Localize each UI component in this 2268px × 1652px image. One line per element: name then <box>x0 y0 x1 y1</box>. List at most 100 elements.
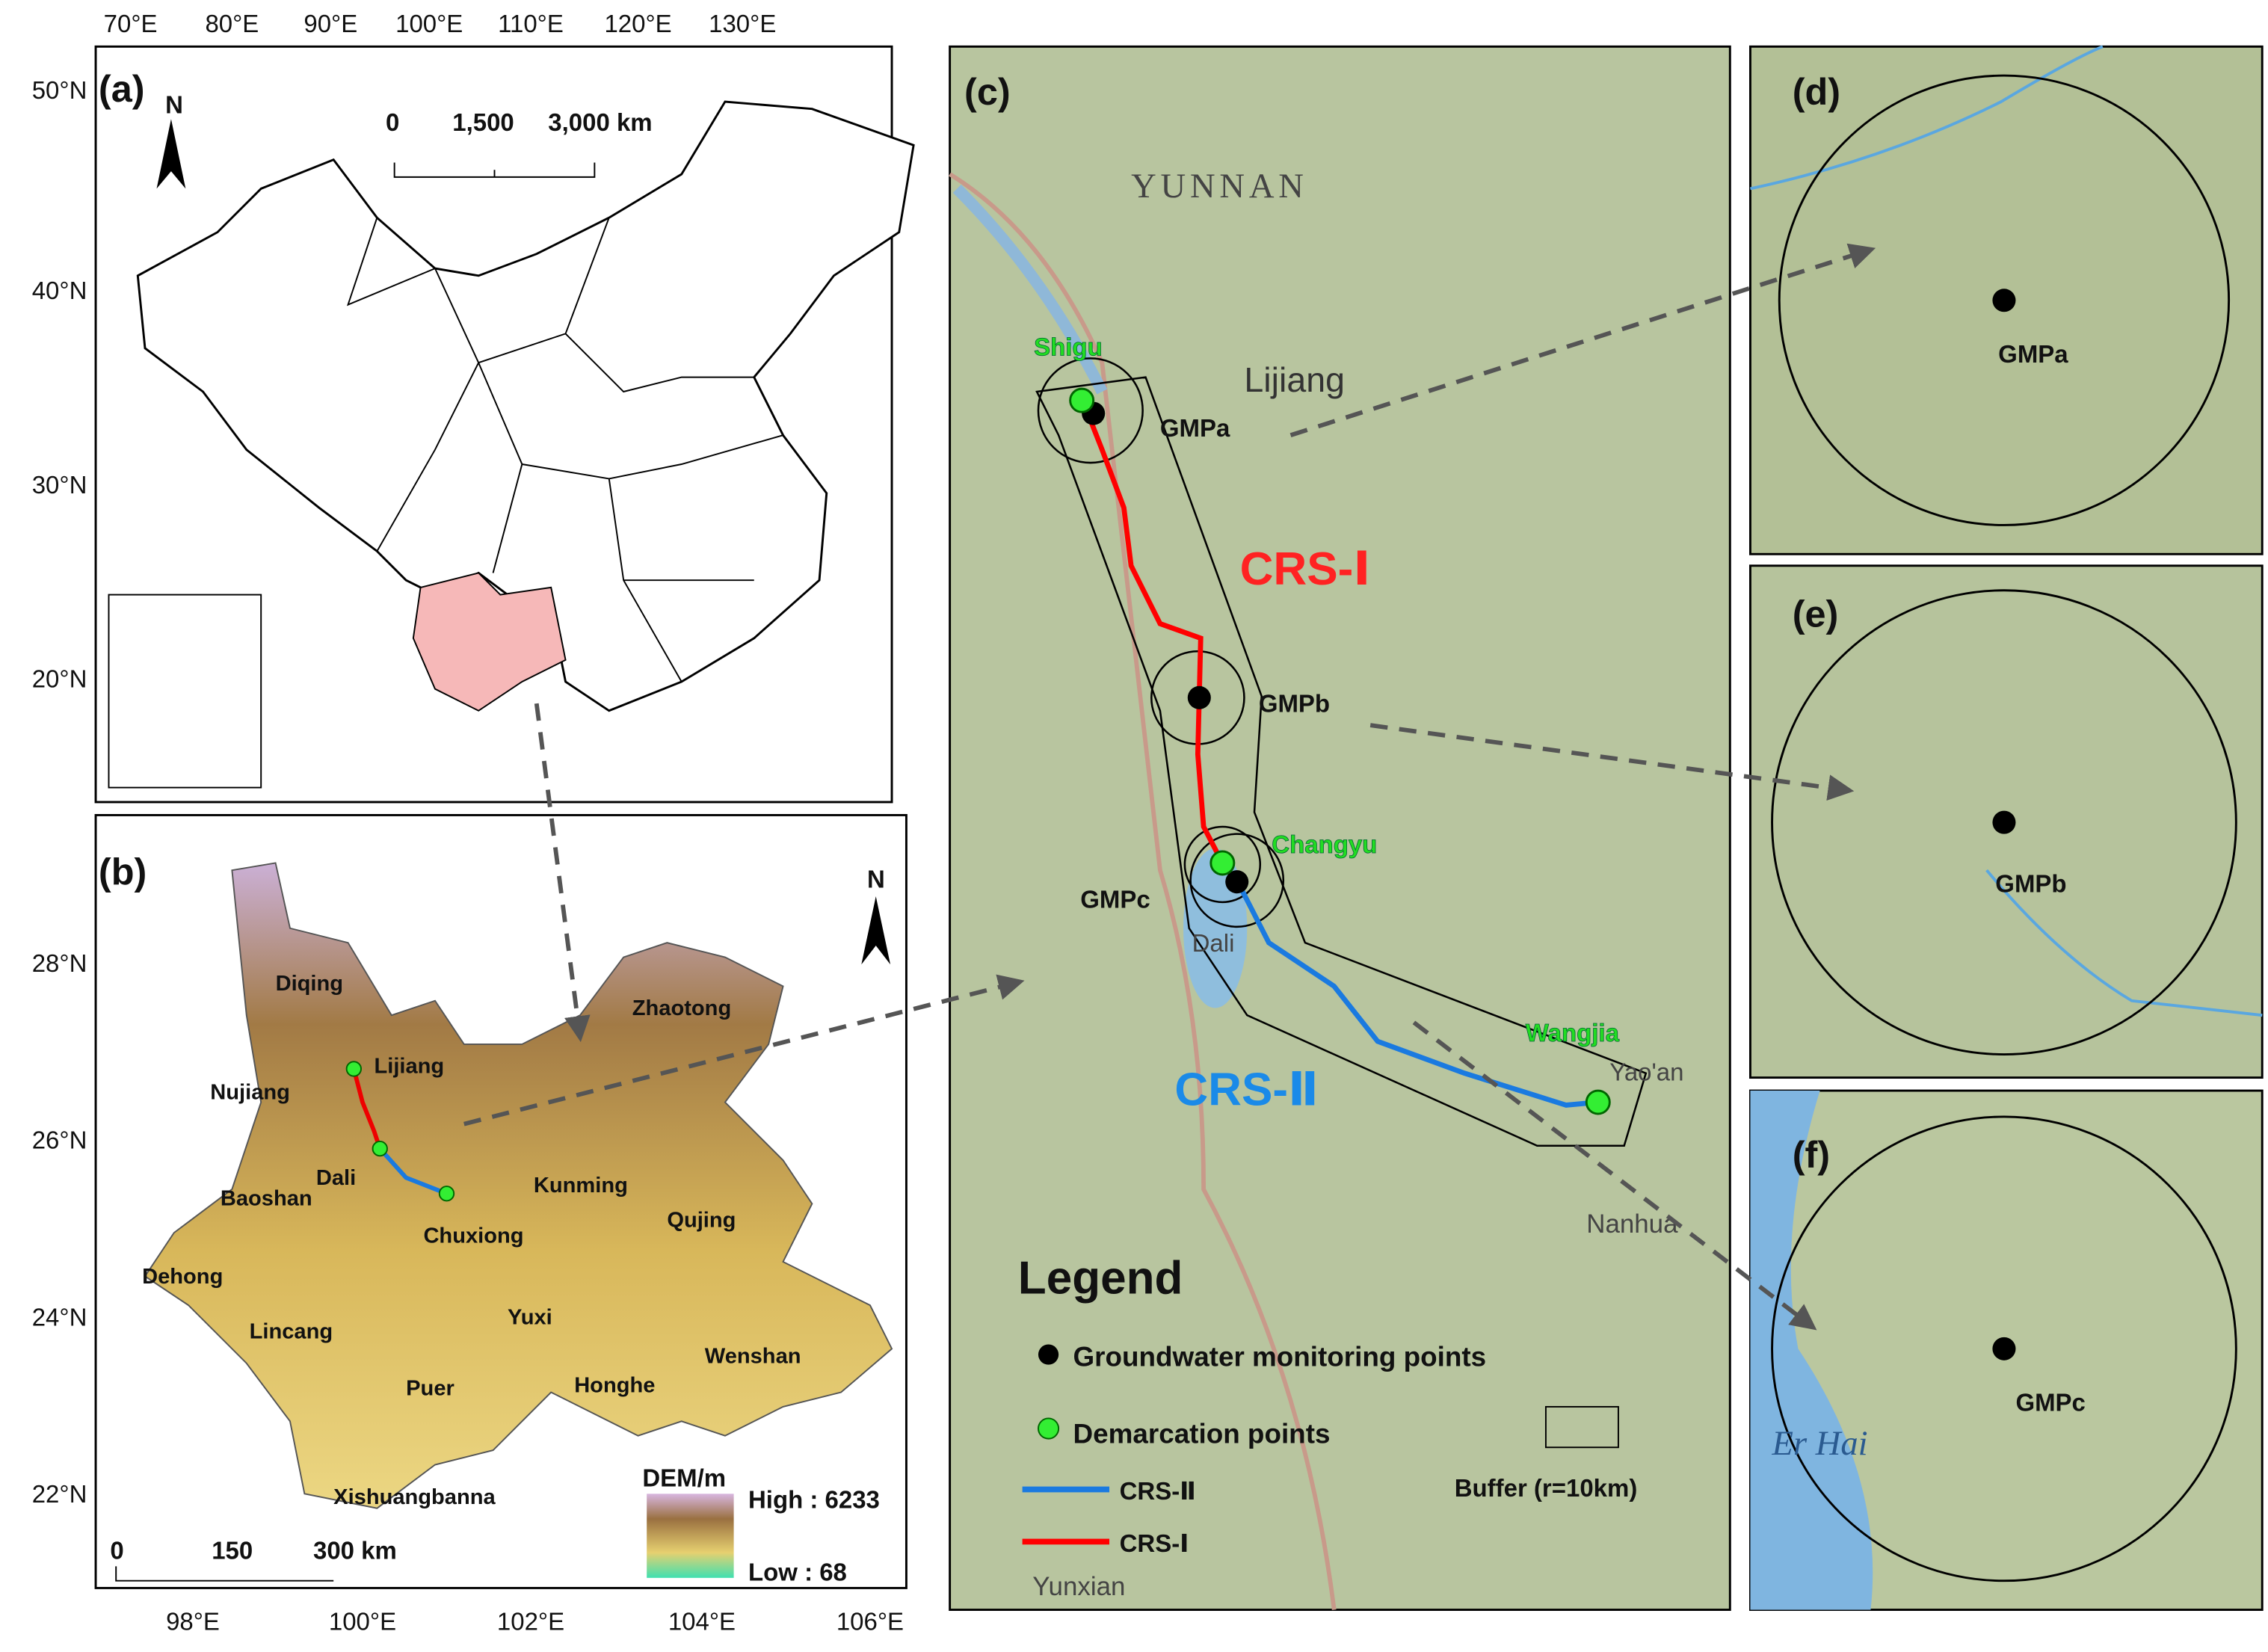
crs-2-route <box>1234 879 1599 1108</box>
region-label: Baoshan <box>221 1186 312 1210</box>
north-arrow <box>156 119 186 189</box>
route-label: CRS-Ⅰ <box>1240 543 1371 595</box>
panel-label: (d) <box>1793 70 1840 113</box>
buffer-circle <box>1778 74 2231 526</box>
scale-label: 0 <box>110 1537 123 1565</box>
river <box>952 184 1108 395</box>
lat-label: 28°N <box>32 949 87 977</box>
panel-e: (e) GMPb <box>1749 564 2264 1079</box>
monitoring-point <box>1992 289 2016 312</box>
legend-title: Legend <box>1018 1253 1183 1304</box>
region-label: Wenshan <box>705 1345 801 1369</box>
scale-label: 1,500 <box>452 108 514 136</box>
lake <box>1750 1091 1873 1610</box>
legend-symbol <box>1038 1344 1059 1365</box>
panel-label: (b) <box>99 851 147 893</box>
panel-c: (c) YUNNAN Lijiang Dali Yao'an Nanhua Yu… <box>949 45 1731 1611</box>
gmp-label: GMPb <box>1259 690 1330 718</box>
region-label: Zhaotong <box>632 996 731 1020</box>
north-label: N <box>867 865 885 893</box>
region-label: Xishuangbanna <box>333 1485 496 1509</box>
lake-label: Er Hai <box>1772 1425 1868 1463</box>
scale-bar <box>115 1566 334 1582</box>
demarcation-label: Shigu <box>1034 333 1103 361</box>
gmp-label: GMPa <box>1998 340 2068 368</box>
gmp-label: GMPb <box>1995 869 2066 897</box>
gmp-label: GMPc <box>2015 1389 2085 1417</box>
place: Dali <box>1192 929 1235 957</box>
crs-1-route <box>351 1068 383 1150</box>
panel-label: (a) <box>99 67 145 110</box>
place: Nanhua <box>1586 1209 1678 1239</box>
river <box>1985 869 2263 1017</box>
north-arrow <box>861 896 891 965</box>
region-label: Lincang <box>250 1320 333 1344</box>
region-label: Nujiang <box>210 1081 290 1105</box>
legend-item: Groundwater monitoring points <box>1073 1342 1487 1372</box>
crs-1-route <box>1080 401 1225 865</box>
legend-symbol <box>1037 1417 1060 1440</box>
dem-low: Low : 68 <box>748 1559 847 1586</box>
region-label: Lijiang <box>374 1055 444 1079</box>
lon-label: 100°E <box>395 10 463 37</box>
frame <box>949 45 1731 1611</box>
panel-b: (b) N DEM/m High : 6233 Low : 68 0 150 3… <box>94 813 907 1589</box>
region-label: Honghe <box>574 1374 655 1398</box>
border <box>949 172 1337 1610</box>
dem-title: DEM/m <box>642 1464 726 1492</box>
north-label: N <box>165 91 183 119</box>
region-label: Chuxiong <box>423 1224 523 1248</box>
buffer-circle <box>1771 589 2237 1055</box>
scale-label: 150 <box>212 1537 253 1565</box>
lat-label: 20°N <box>32 665 87 693</box>
demarcation-points <box>1069 387 1611 1115</box>
inset <box>108 594 262 789</box>
lat-label: 50°N <box>32 76 87 104</box>
yunnan <box>412 572 567 712</box>
demarcation-label: Wangjia <box>1526 1019 1620 1047</box>
buffer <box>1035 376 1648 1147</box>
scale-label: 300 km <box>313 1537 397 1565</box>
legend-item: CRS-Ⅰ <box>1120 1529 1189 1557</box>
lon-label: 106°E <box>836 1608 904 1636</box>
legend-item: Buffer (r=10km) <box>1455 1474 1638 1502</box>
region-label: Yuxi <box>508 1305 552 1329</box>
monitoring-point <box>1992 1337 2016 1360</box>
lat-label: 30°N <box>32 471 87 499</box>
place: Yunxian <box>1032 1572 1125 1601</box>
lon-label: 120°E <box>604 10 671 37</box>
lat-label: 22°N <box>32 1480 87 1508</box>
lat-label: 26°N <box>32 1126 87 1154</box>
place: Lijiang <box>1244 360 1345 399</box>
lat-label: 40°N <box>32 277 87 304</box>
region-label: Qujing <box>667 1208 736 1232</box>
demarcation-label: Changyu <box>1272 830 1377 858</box>
dem-legend <box>647 1494 734 1578</box>
lat-label: 24°N <box>32 1303 87 1331</box>
place: YUNNAN <box>1131 167 1308 206</box>
lon-label: 100°E <box>329 1608 396 1636</box>
yunnan-dem <box>144 862 893 1509</box>
gmp-label: GMPa <box>1160 414 1230 442</box>
region-label: Dali <box>316 1166 356 1190</box>
crs-2-route <box>378 1147 448 1196</box>
region-label: Diqing <box>276 972 343 996</box>
lon-label: 98°E <box>166 1608 220 1636</box>
panel-label: (f) <box>1793 1133 1830 1176</box>
panel-a: (a) N 0 1,500 3,000 km <box>94 45 915 804</box>
legend-symbol <box>1544 1405 1619 1449</box>
dem-high: High : 6233 <box>748 1486 880 1514</box>
lon-label: 90°E <box>303 10 357 37</box>
demarcation-points <box>345 1061 455 1202</box>
route-label: CRS-Ⅱ <box>1174 1064 1319 1115</box>
gmp-label: GMPc <box>1080 886 1150 913</box>
province-borders <box>333 159 783 682</box>
lon-label: 80°E <box>205 10 259 37</box>
panel-label: (e) <box>1793 592 1839 635</box>
panel-f: (f) GMPc Er Hai <box>1749 1089 2264 1611</box>
lon-label: 104°E <box>668 1608 736 1636</box>
lon-label: 70°E <box>104 10 158 37</box>
scale-bar <box>393 162 596 178</box>
panel-label: (c) <box>964 70 1011 113</box>
